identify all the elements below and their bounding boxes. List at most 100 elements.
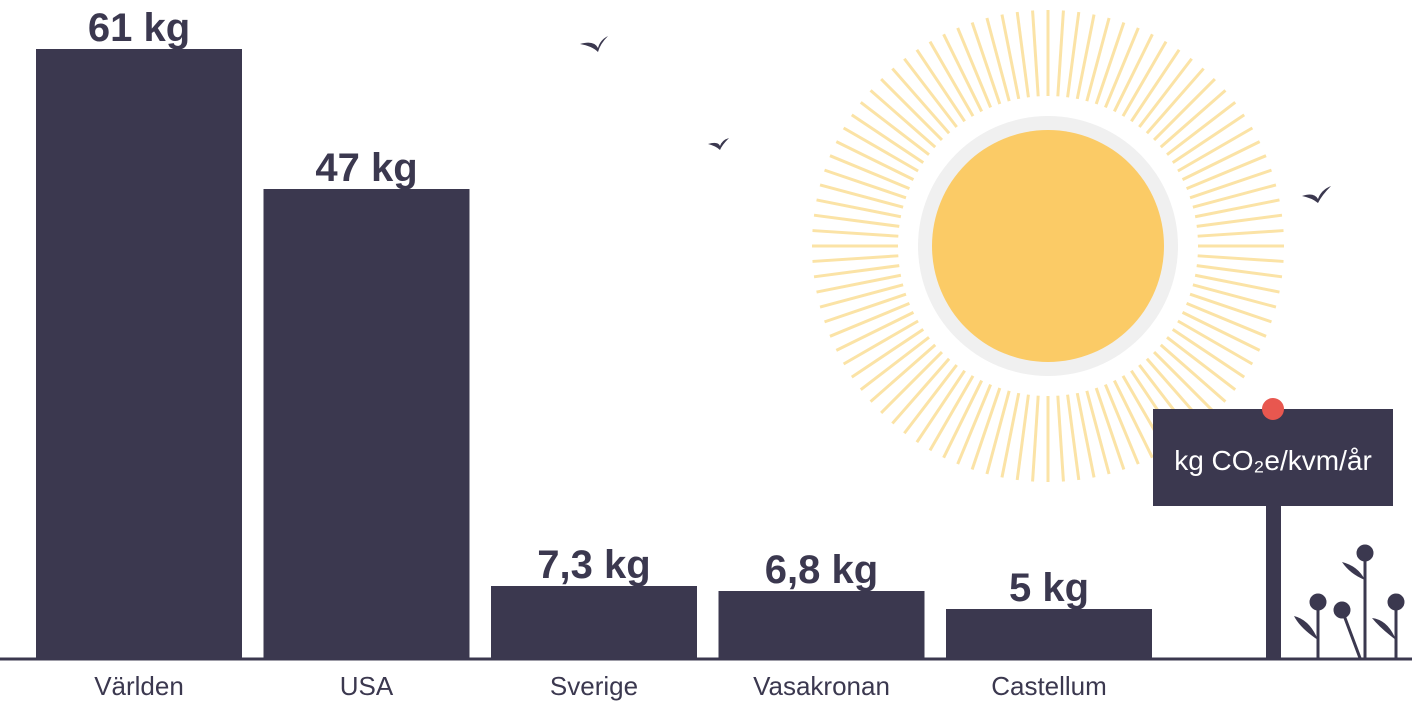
sun-ray [1166,336,1237,391]
x-tick-label: USA [340,671,394,701]
sun-ray [928,375,975,452]
sun-ray [1166,101,1237,156]
sign-board [1153,409,1393,506]
sun-illustration [812,10,1284,482]
sun-ray [816,273,902,294]
sun-ray [1104,27,1140,108]
value-label: 7,3 kg [537,543,650,587]
sun-ray [1171,328,1246,379]
bird [708,138,729,150]
sun-ray [1094,22,1126,105]
sun-ray [1189,292,1272,324]
leaf [1342,562,1365,580]
bar [946,609,1152,659]
sun-ray [1186,154,1267,190]
leaf [1294,616,1318,640]
sun-ray [824,292,907,324]
sun-ray [1177,126,1254,173]
bird [580,36,608,52]
sun-ray [1177,319,1254,366]
sun-ray [1075,14,1096,100]
sun-ray [869,343,937,403]
sun-ray [1189,168,1272,200]
sun-ray [915,369,966,444]
sun-ray [956,384,992,465]
sun-ray [1094,387,1126,470]
sun-ray [1194,198,1280,219]
sun-ray [812,229,899,238]
sun-ray [1181,140,1261,182]
sun-ray [859,336,930,391]
plants [1294,544,1405,659]
sun-ray [1197,254,1284,263]
bud [1387,593,1405,611]
sun-ray [829,154,910,190]
sun-ray [1197,229,1284,238]
sun-ray [869,89,937,149]
unit-label: kg CO₂e/kvm/år [1174,445,1372,476]
sun-ray [1171,113,1246,164]
sun-ray [813,213,900,228]
sun-ray [1104,384,1140,465]
sun-ray [956,27,992,108]
sun-ray [1159,89,1227,149]
birds [580,36,1331,203]
x-tick-label: Sverige [550,671,638,701]
sun-ray [915,48,966,123]
sun-ray [859,101,930,156]
sun-ray [1138,57,1193,128]
sun-ray [942,33,984,113]
sun-ray [1085,390,1111,475]
bud [1309,593,1327,611]
sun-ray [928,40,975,117]
sun-ray [1056,395,1065,482]
x-tick-label: Världen [94,671,184,701]
sign-pin [1262,398,1284,420]
sun-ray [1031,10,1040,97]
value-label: 47 kg [315,146,417,190]
bar [36,49,242,659]
sun-ray [850,113,925,164]
sun-ray [880,351,943,414]
sun-ray [1192,283,1277,309]
sun-ray [1121,40,1168,117]
sun-ray [1159,343,1227,403]
sun-ray [1196,213,1283,228]
sun-ray [1085,17,1111,102]
sun-ray [842,126,919,173]
sun-ray [1075,392,1096,478]
sun-ray [1066,394,1081,481]
sun [932,130,1164,362]
sun-ray [1000,14,1021,100]
bar [491,586,697,659]
sun-ray [819,283,904,309]
sun-ray [813,264,900,279]
sun-ray [1112,379,1154,459]
sun-ray [903,364,958,435]
value-label: 5 kg [1009,566,1089,610]
sun-ray [1031,395,1040,482]
sun-ray [1066,11,1081,98]
sun-ray [1056,10,1065,97]
sun-ray [819,183,904,209]
sun-ray [942,379,984,459]
bird [1302,186,1331,203]
sun-ray [835,140,915,182]
sun-ray [1145,67,1205,135]
sun-ray [816,198,902,219]
stem [1340,609,1362,659]
x-tick-label: Castellum [991,671,1107,701]
sun-ray [1130,48,1181,123]
sun-ray [970,387,1002,470]
leaf [1372,618,1396,640]
sun-ray [891,67,951,135]
bar [718,591,925,659]
sun-ray [1196,264,1283,279]
sun-ray [842,319,919,366]
sun-ray [1186,302,1267,338]
value-label: 61 kg [88,6,190,50]
bar [263,189,470,659]
value-label: 6,8 kg [765,548,878,592]
sun-ray [903,57,958,128]
sun-ray [985,17,1011,102]
